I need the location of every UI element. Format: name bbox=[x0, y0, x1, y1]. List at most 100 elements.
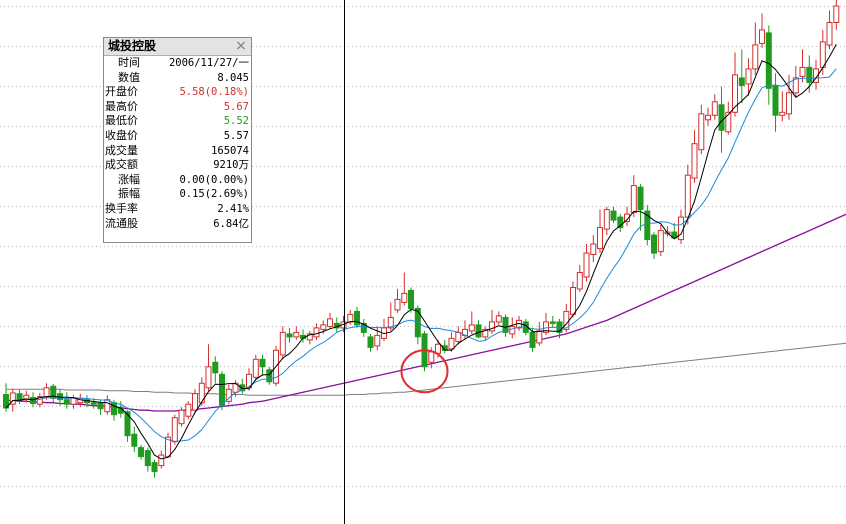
candle-body-down bbox=[367, 336, 374, 348]
candle bbox=[732, 52, 738, 117]
candle bbox=[657, 224, 664, 256]
candle-body-down bbox=[124, 411, 131, 437]
candle-body-up bbox=[468, 324, 475, 332]
candle bbox=[813, 59, 819, 90]
candle-body-down bbox=[144, 450, 151, 467]
candle-body-up bbox=[9, 392, 16, 405]
info-row: 成交额 9210万 bbox=[104, 158, 251, 173]
candle-body-up bbox=[583, 252, 590, 278]
info-value: 2.41% bbox=[217, 202, 249, 215]
candle-body-down bbox=[360, 322, 367, 333]
candle-body-down bbox=[97, 402, 104, 410]
candle-body-down bbox=[266, 369, 273, 383]
close-icon[interactable]: × bbox=[235, 38, 247, 54]
candle bbox=[745, 58, 752, 96]
candle-body-up bbox=[813, 68, 819, 83]
candle-body-up bbox=[279, 331, 286, 356]
candle-body-up bbox=[833, 5, 840, 23]
info-row: 最高价 5.67 bbox=[104, 100, 251, 115]
candle bbox=[576, 265, 583, 292]
candle bbox=[239, 378, 246, 394]
info-value: 0.15(2.69%) bbox=[179, 188, 249, 201]
candle-body-up bbox=[36, 396, 43, 405]
candle bbox=[165, 432, 171, 459]
candle bbox=[583, 244, 590, 282]
candle bbox=[705, 107, 711, 126]
candle-body-down bbox=[30, 397, 36, 404]
candle-body-down bbox=[765, 32, 772, 89]
candle-body-up bbox=[387, 316, 394, 329]
candle-body-up bbox=[786, 92, 792, 115]
candle-body-down bbox=[16, 393, 23, 401]
candle bbox=[408, 287, 414, 313]
candle-body-down bbox=[219, 373, 225, 407]
candle bbox=[387, 302, 394, 331]
info-label: 最低价 bbox=[105, 114, 138, 128]
candle-body-down bbox=[408, 289, 414, 309]
candle-body-up bbox=[576, 272, 583, 290]
candle bbox=[752, 22, 759, 75]
candle bbox=[630, 175, 637, 218]
candle bbox=[779, 91, 786, 122]
candle-body-up bbox=[43, 387, 50, 398]
candle bbox=[482, 326, 489, 340]
candle bbox=[327, 312, 333, 330]
stock-name: 城投控股 bbox=[108, 39, 157, 53]
candle-body-up bbox=[198, 382, 205, 404]
candle-body-up bbox=[347, 313, 354, 323]
candle bbox=[495, 311, 502, 325]
info-value: 8.045 bbox=[217, 71, 249, 84]
info-panel-title-bar[interactable]: 城投控股 × bbox=[104, 38, 251, 56]
candle-body-up bbox=[826, 22, 833, 46]
candle-body-down bbox=[738, 77, 745, 86]
info-value: 0.00(0.00%) bbox=[179, 173, 249, 186]
candle bbox=[158, 450, 165, 469]
candle bbox=[178, 407, 185, 427]
candle-body-up bbox=[597, 227, 603, 250]
candle-body-up bbox=[543, 321, 549, 333]
candle bbox=[266, 366, 273, 385]
candle-body-up bbox=[630, 185, 637, 214]
candle-body-down bbox=[259, 358, 266, 368]
candle bbox=[219, 371, 225, 411]
candle-body-up bbox=[401, 292, 408, 303]
candle-body-up bbox=[178, 409, 185, 425]
candle bbox=[759, 13, 765, 48]
stock-info-panel: 城投控股 × 时间 2006/11/27/一 数值 8.045 开盘价 5.58(0.18… bbox=[103, 37, 252, 243]
candle-body-up bbox=[732, 74, 738, 113]
info-row: 换手率 2.41% bbox=[104, 202, 251, 217]
candle bbox=[381, 318, 387, 342]
candle bbox=[738, 49, 745, 104]
info-row: 数值 8.045 bbox=[104, 71, 251, 86]
candle bbox=[360, 318, 367, 337]
candle bbox=[502, 314, 509, 337]
candle-body-up bbox=[779, 111, 786, 116]
candle-body-up bbox=[570, 287, 576, 315]
candle-body-up bbox=[306, 333, 313, 341]
info-rows: 时间 2006/11/27/一 数值 8.045 开盘价 5.58(0.18%) 最高价 5.… bbox=[104, 56, 251, 231]
candle-body-up bbox=[158, 454, 165, 467]
ma10-line bbox=[5, 68, 837, 442]
candle-body-down bbox=[286, 333, 293, 338]
candle bbox=[252, 354, 259, 381]
info-value: 5.58(0.18%) bbox=[179, 86, 249, 99]
candle-body-down bbox=[90, 402, 97, 405]
candle-body-down bbox=[131, 433, 138, 447]
info-row: 开盘价 5.58(0.18%) bbox=[104, 85, 251, 100]
candle bbox=[205, 344, 212, 391]
candle-body-down bbox=[502, 316, 509, 333]
candle-body-down bbox=[354, 310, 360, 326]
candle-body-up bbox=[192, 393, 198, 411]
candle bbox=[549, 315, 556, 328]
candle-body-up bbox=[225, 388, 232, 402]
candle bbox=[462, 320, 468, 340]
candle-body-down bbox=[617, 216, 624, 229]
candle-body-up bbox=[313, 327, 320, 338]
candle bbox=[792, 65, 799, 98]
info-row: 收盘价 5.57 bbox=[104, 129, 251, 144]
info-label: 涨幅 bbox=[118, 172, 140, 186]
ma250-line bbox=[6, 342, 846, 396]
candle bbox=[192, 389, 198, 414]
